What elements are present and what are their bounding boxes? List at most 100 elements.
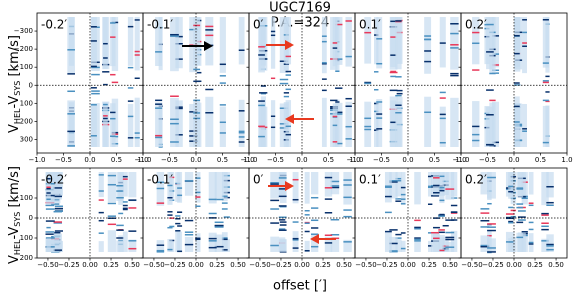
- spectrum-strip: [364, 101, 372, 147]
- spectrum-dash: [445, 246, 455, 248]
- spectrum-dash: [546, 201, 554, 204]
- spectrum-dash: [279, 205, 287, 208]
- spectrum-dash: [513, 52, 520, 55]
- spectrum-dash: [278, 195, 287, 198]
- spectrum-dash: [384, 230, 392, 233]
- spectrum-dash: [270, 222, 280, 224]
- spectrum-dash: [155, 107, 163, 109]
- spectrum-dash: [472, 139, 480, 142]
- spectrum-strip: [373, 17, 379, 65]
- spectrum-dash: [107, 215, 116, 217]
- spectrum-strip: [205, 17, 214, 66]
- spectrum-dash: [321, 63, 327, 65]
- spectrum-strip: [311, 172, 319, 195]
- spectrum-dash: [91, 92, 100, 95]
- spectrum-dash: [258, 125, 265, 128]
- spectrum-strip: [177, 231, 183, 252]
- spectrum-dash: [343, 196, 352, 199]
- spectrum-dash: [427, 186, 433, 188]
- spectrum-dash: [285, 125, 292, 128]
- x-tick-label: −0.5: [479, 156, 496, 164]
- spectrum-dash: [390, 20, 397, 23]
- spectrum-dash: [238, 49, 245, 51]
- x-tick-label: 0.00: [294, 261, 310, 269]
- spectrum-dash: [170, 95, 179, 97]
- spectrum-dash: [373, 71, 379, 73]
- spectrum-dash: [278, 177, 287, 179]
- spectrum-strip: [450, 230, 458, 252]
- spectrum-dash: [364, 128, 372, 131]
- spectrum-dash: [167, 211, 173, 213]
- spectrum-dash: [376, 62, 383, 65]
- spectrum-dash: [128, 247, 137, 250]
- spectrum-strip: [304, 240, 310, 252]
- spectrum-dash: [424, 60, 432, 63]
- spectrum-dash: [450, 23, 459, 25]
- spectrum-dash: [450, 72, 459, 75]
- spectrum-dash: [400, 186, 406, 189]
- spectrum-dash: [221, 249, 228, 251]
- spectrum-dash: [431, 231, 440, 234]
- spectrum-dash: [513, 121, 520, 123]
- spectrum-dash: [156, 251, 165, 253]
- spectrum-dash: [169, 225, 175, 228]
- spectrum-dash: [439, 113, 446, 116]
- spectrum-dash: [205, 112, 214, 114]
- spectrum-strip: [155, 102, 163, 147]
- spectrum-dash: [279, 82, 289, 85]
- spectrum-dash: [175, 218, 181, 220]
- spectrum-strip: [364, 17, 372, 64]
- spectrum-dash: [196, 71, 202, 74]
- spectrum-dash: [156, 202, 165, 204]
- panel-label: 0′: [253, 18, 264, 32]
- subtitle: P.A.=324: [271, 16, 329, 31]
- x-tick-label: 0.5: [323, 156, 334, 164]
- spectrum-strip: [219, 17, 226, 73]
- spectrum-dash: [395, 237, 402, 239]
- spectrum-strip: [98, 172, 104, 198]
- spectrum-dash: [205, 34, 214, 37]
- spectrum-dash: [480, 219, 490, 222]
- spectrum-dash: [258, 46, 265, 48]
- label-part: V: [7, 124, 22, 133]
- spectrum-dash: [330, 186, 340, 189]
- spectrum-dash: [542, 80, 549, 82]
- spectrum-dash: [330, 218, 340, 221]
- spectrum-dash: [510, 215, 517, 218]
- spectrum-dash: [545, 91, 550, 93]
- spectrum-dash: [67, 73, 75, 75]
- spectrum-strip: [373, 101, 379, 147]
- spectrum-dash: [238, 131, 245, 134]
- spectrum-dash: [184, 231, 194, 233]
- spectrum-dash: [541, 240, 549, 242]
- spectrum-dash: [324, 176, 333, 179]
- spectrum-dash: [103, 117, 108, 120]
- spectrum-dash: [335, 111, 343, 114]
- spectrum-dash: [439, 97, 446, 99]
- spectrum-dash: [67, 130, 75, 133]
- spectrum-dash: [98, 199, 104, 201]
- spectrum-dash: [389, 180, 398, 182]
- spectrum-dash: [516, 236, 524, 239]
- spectrum-strip: [472, 17, 480, 65]
- spectrum-dash: [486, 23, 494, 26]
- spectrum-dash: [214, 245, 224, 248]
- spectrum-dash: [364, 31, 372, 34]
- spectrum-strip: [541, 172, 549, 206]
- spectrum-dash: [427, 232, 433, 234]
- spectrum-dash: [98, 174, 104, 176]
- spectrum-dash: [223, 216, 230, 218]
- spectrum-dash: [167, 214, 173, 216]
- y-axis-label-text: VHEL-VSYS [km/s]: [7, 35, 22, 133]
- spectrum-strip: [439, 17, 446, 68]
- spectrum-strip: [439, 106, 446, 147]
- spectrum-strip: [433, 233, 440, 252]
- spectrum-dash: [384, 186, 392, 188]
- spectrum-dash: [122, 208, 128, 211]
- spectrum-dash: [439, 175, 445, 178]
- spectrum-strip: [184, 172, 194, 196]
- x-tick-label: 0.00: [82, 261, 98, 269]
- y-tick-label: 100: [20, 99, 33, 107]
- spectrum-dash: [107, 202, 116, 205]
